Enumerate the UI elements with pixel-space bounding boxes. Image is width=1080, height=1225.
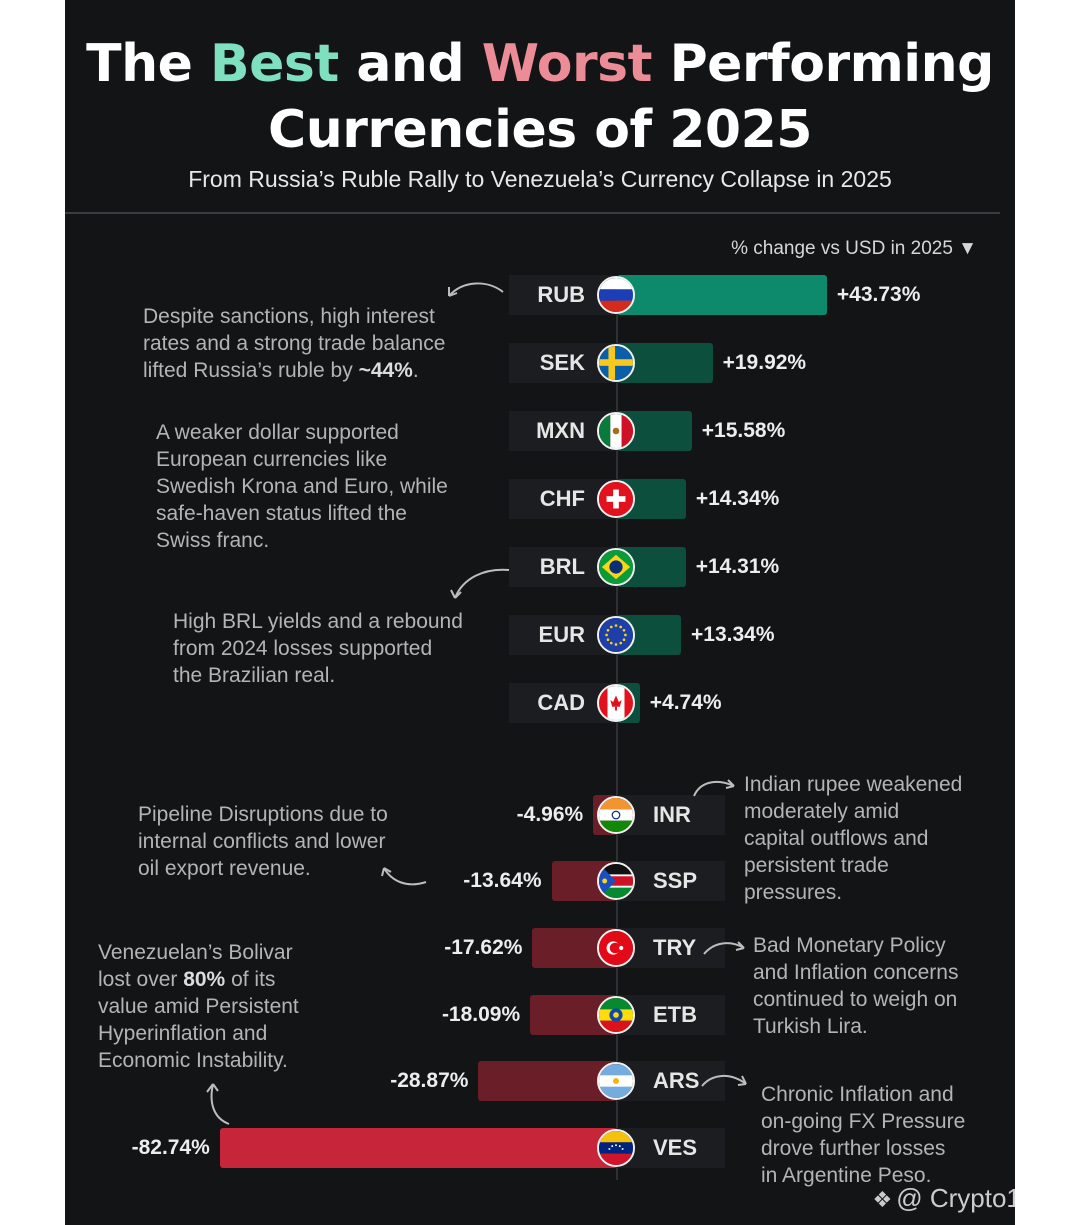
- arrow-ars-icon: [701, 1075, 747, 1087]
- flag-ves-icon: [597, 1129, 635, 1167]
- currency-label-sek: SEK: [509, 343, 617, 383]
- arrow-rub-icon: [448, 282, 504, 297]
- flag-sek-icon: [597, 344, 635, 382]
- value-label-etb: -18.09%: [441, 1003, 521, 1026]
- flag-inr-icon: [597, 796, 635, 834]
- value-label-ves: -82.74%: [131, 1136, 210, 1159]
- flag-cad-icon: [597, 684, 635, 722]
- note-inr: Indian rupee weakened moderately amid ca…: [744, 773, 963, 904]
- infographic-card: The Best and Worst Performing Currencies…: [65, 0, 1015, 1225]
- arrow-inr-icon: [693, 779, 735, 797]
- worst-word: Worst: [481, 34, 653, 94]
- value-label-inr: -4.96%: [516, 803, 584, 826]
- bar-rub: [617, 275, 827, 315]
- value-label-cad: +4.74%: [649, 691, 722, 714]
- value-label-try: -17.62%: [444, 936, 523, 959]
- best-word: Best: [210, 34, 339, 94]
- flag-brl-icon: [597, 548, 635, 586]
- bar-ars: [478, 1061, 617, 1101]
- note-rub: Despite sanctions, high interest rates a…: [143, 305, 446, 382]
- currency-label-chf: CHF: [509, 479, 617, 519]
- value-label-brl: +14.31%: [695, 555, 780, 578]
- arrow-ssp-icon: [381, 867, 427, 886]
- chart-title-line-2: Currencies of 2025: [268, 100, 812, 160]
- currency-label-rub: RUB: [509, 275, 617, 315]
- value-label-eur: +13.34%: [691, 623, 775, 646]
- flag-mxn-icon: [597, 412, 635, 450]
- currency-label-inr: INR: [617, 795, 725, 835]
- binance-logo-icon: ❖: [872, 1187, 893, 1212]
- note-ssp: Pipeline Disruptions due to internal con…: [138, 803, 388, 880]
- divider: [65, 212, 1000, 214]
- flag-try-icon: [597, 929, 635, 967]
- flag-chf-icon: [597, 480, 635, 518]
- note-ars: Chronic Inflation and on-going FX Pressu…: [761, 1083, 966, 1187]
- note-ves: Venezuelan’s Bolivar lost over 80% of it…: [98, 941, 299, 1072]
- currency-label-ssp: SSP: [617, 861, 725, 901]
- currency-label-ves: VES: [617, 1128, 725, 1168]
- flag-etb-icon: [597, 996, 635, 1034]
- currency-label-try: TRY: [617, 928, 725, 968]
- flag-ssp-icon: [597, 862, 635, 900]
- currency-label-etb: ETB: [617, 995, 725, 1035]
- watermark: ❖ @ Crypto1com: [872, 1183, 1070, 1213]
- value-label-sek: +19.92%: [722, 351, 807, 374]
- arrow-brl-icon: [450, 568, 510, 599]
- value-label-rub: +43.73%: [836, 283, 921, 306]
- zero-axis-line: [616, 280, 618, 1180]
- value-label-chf: +14.34%: [695, 487, 780, 510]
- note-eur-chf: A weaker dollar supported European curre…: [156, 421, 448, 552]
- value-label-ars: -28.87%: [390, 1069, 469, 1092]
- flag-ars-icon: [597, 1062, 635, 1100]
- axis-label: % change vs USD in 2025 ▼: [731, 238, 977, 259]
- flag-rub-icon: [597, 276, 635, 314]
- flag-eur-icon: [597, 616, 635, 654]
- note-try: Bad Monetary Policy and Inflation concer…: [753, 934, 959, 1038]
- value-label-mxn: +15.58%: [701, 419, 786, 442]
- arrow-try-icon: [703, 941, 745, 955]
- chart-title-line-1: The Best and Worst Performing: [86, 34, 994, 94]
- note-brl: High BRL yields and a rebound from 2024 …: [173, 610, 463, 687]
- bar-ves: [219, 1128, 617, 1168]
- value-label-ssp: -13.64%: [463, 869, 542, 892]
- chart-subtitle: From Russia’s Ruble Rally to Venezuela’s…: [188, 166, 892, 192]
- arrow-ves-icon: [206, 1083, 230, 1125]
